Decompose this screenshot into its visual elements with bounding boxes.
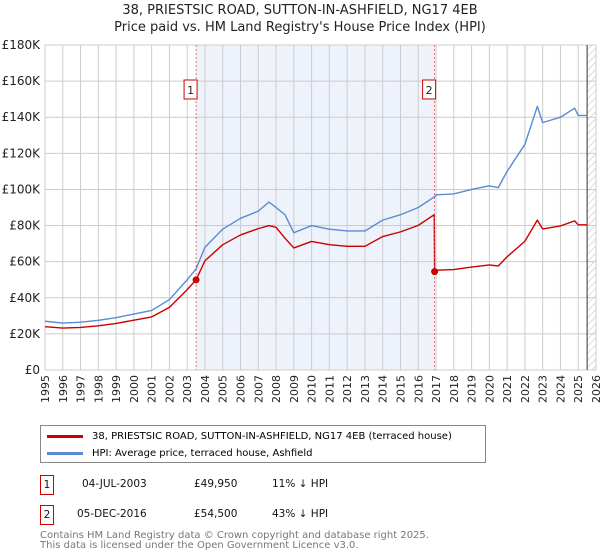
x-tick-label: 2017 <box>430 375 443 403</box>
y-tick-label: £100K <box>2 182 42 196</box>
x-tick-label: 2010 <box>306 375 319 403</box>
x-tick-label: 2012 <box>341 375 354 403</box>
sale-point-2 <box>431 268 439 276</box>
sale-date: 05-DEC-2016 <box>77 508 147 520</box>
property-line <box>44 214 588 329</box>
x-tick-label: 2011 <box>323 375 336 403</box>
x-tick-label: 2004 <box>199 375 212 403</box>
x-tick-label: 2023 <box>537 375 550 403</box>
x-tick-label: 2008 <box>270 375 283 403</box>
x-tick-label: 2025 <box>572 375 585 403</box>
x-tick-label: 1995 <box>39 375 52 403</box>
legend-swatch-red <box>47 434 83 438</box>
legend-swatch-blue <box>47 451 83 455</box>
legend-label: 38, PRIESTSIC ROAD, SUTTON-IN-ASHFIELD, … <box>92 430 452 442</box>
y-tick-label: £40K <box>9 291 41 305</box>
sale-date: 04-JUL-2003 <box>82 478 147 490</box>
sale-label-2: 2 <box>426 84 433 97</box>
footer: Contains HM Land Registry data © Crown c… <box>40 531 429 551</box>
x-tick-label: 2001 <box>146 375 159 403</box>
plot-area: 1995 1996 1997 1998 1999 2000 2001 2002 2003 2004… <box>2 38 600 403</box>
y-tick-label: £60K <box>9 255 41 269</box>
x-tick-label: 1996 <box>57 375 70 403</box>
y-tick-label: £20K <box>9 327 41 341</box>
x-tick-label: 2006 <box>235 375 248 403</box>
x-tick-label: 2018 <box>448 375 461 403</box>
y-tick-label: £140K <box>2 110 42 124</box>
sale-label-1: 1 <box>187 84 194 97</box>
x-tick-label: 2015 <box>394 375 407 403</box>
x-tick-label: 2016 <box>412 375 425 403</box>
sale-point-1 <box>192 276 200 284</box>
footer-line-2: This data is licensed under the Open Gov… <box>40 540 359 551</box>
sale-marker-1: 1 <box>40 475 54 495</box>
x-tick-label: 2002 <box>163 375 176 403</box>
x-tick-label: 2021 <box>501 375 514 403</box>
legend-item-hpi: HPI: Average price, terraced house, Ashf… <box>47 445 312 461</box>
footer-line-1: Contains HM Land Registry data © Crown c… <box>40 530 429 541</box>
forecast-hatch <box>587 45 596 370</box>
chart-subtitle: Price paid vs. HM Land Registry's House … <box>114 20 486 35</box>
x-tick-label: 2009 <box>288 375 301 403</box>
x-tick-label: 2005 <box>217 375 230 403</box>
x-tick-label: 2013 <box>359 375 372 403</box>
sale-marker-2: 2 <box>40 505 54 525</box>
x-tick-label: 1997 <box>75 375 88 403</box>
x-tick-label: 2026 <box>590 375 600 403</box>
chart-title: 38, PRIESTSIC ROAD, SUTTON-IN-ASHFIELD, … <box>122 3 478 18</box>
x-tick-label: 2024 <box>554 375 567 403</box>
sale-hpi: 43% ↓ HPI <box>272 508 329 520</box>
x-tick-label: 1999 <box>110 375 123 403</box>
legend-label: HPI: Average price, terraced house, Ashf… <box>92 447 313 459</box>
sale-hpi: 11% ↓ HPI <box>272 478 329 490</box>
y-tick-label: £180K <box>2 38 42 52</box>
x-tick-label: 2000 <box>128 375 141 403</box>
x-tick-label: 2007 <box>252 375 265 403</box>
legend-item-property: 38, PRIESTSIC ROAD, SUTTON-IN-ASHFIELD, … <box>47 428 452 444</box>
sale-price: £54,500 <box>194 508 238 520</box>
sale-price: £49,950 <box>194 478 238 490</box>
x-tick-label: 2003 <box>181 375 194 403</box>
x-tick-label: 1998 <box>92 375 105 403</box>
y-tick-label: £0 <box>25 363 40 377</box>
legend: 38, PRIESTSIC ROAD, SUTTON-IN-ASHFIELD, … <box>40 425 486 463</box>
ownership-shade <box>196 45 435 370</box>
y-tick-label: £120K <box>2 146 42 160</box>
hpi-line <box>44 105 588 324</box>
sale-label-box-2 <box>422 79 437 100</box>
y-tick-label: £160K <box>2 74 42 88</box>
sale-label-box-1 <box>183 79 198 100</box>
x-tick-label: 2020 <box>483 375 496 403</box>
x-tick-label: 2019 <box>466 375 479 403</box>
x-tick-label: 2022 <box>519 375 532 403</box>
y-tick-label: £80K <box>9 219 41 233</box>
x-tick-label: 2014 <box>377 375 390 403</box>
